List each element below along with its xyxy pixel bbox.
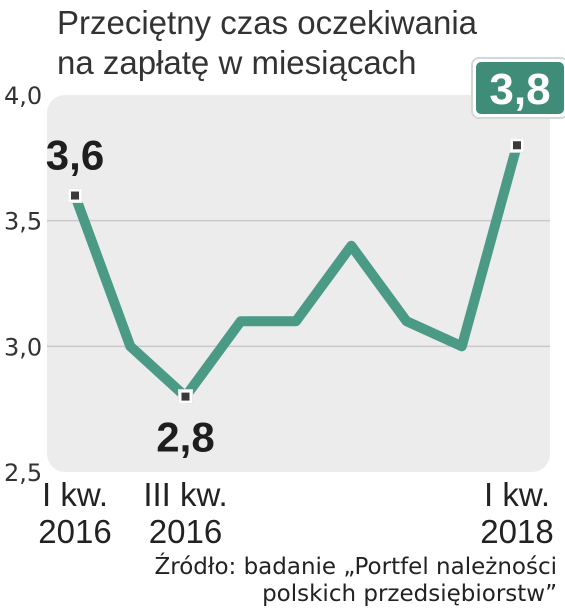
highlight-badge — [476, 62, 564, 114]
highlight-badge-value: 3,8 — [489, 65, 550, 114]
data-point-marker-core — [513, 141, 521, 150]
data-point-marker-core — [71, 191, 79, 200]
y-tick-label: 3,5 — [4, 208, 42, 236]
x-tick-label: 2018 — [480, 513, 553, 550]
data-label: 3,6 — [46, 132, 104, 179]
x-tick-label: 2016 — [38, 513, 111, 550]
y-tick-label: 4,0 — [4, 82, 42, 110]
x-tick-label: I kw. — [484, 476, 550, 513]
y-tick-label: 2,5 — [4, 459, 42, 487]
chart-title-line: Przeciętny czas oczekiwania — [57, 4, 478, 41]
x-tick-label: III kw. — [143, 476, 227, 513]
plot-area — [47, 95, 550, 472]
chart-title-line: na zapłatę w miesiącach — [57, 44, 417, 81]
x-tick-label: I kw. — [42, 476, 108, 513]
x-tick-label: 2016 — [149, 513, 222, 550]
data-label: 2,8 — [156, 414, 214, 461]
data-point-marker-core — [181, 392, 190, 401]
series-line — [70, 140, 522, 402]
y-tick-label: 3,0 — [4, 333, 42, 361]
source-note: polskich przedsiębiorstw” — [262, 581, 557, 607]
source-note: Źródło: badanie „Portfel należności — [155, 552, 557, 580]
